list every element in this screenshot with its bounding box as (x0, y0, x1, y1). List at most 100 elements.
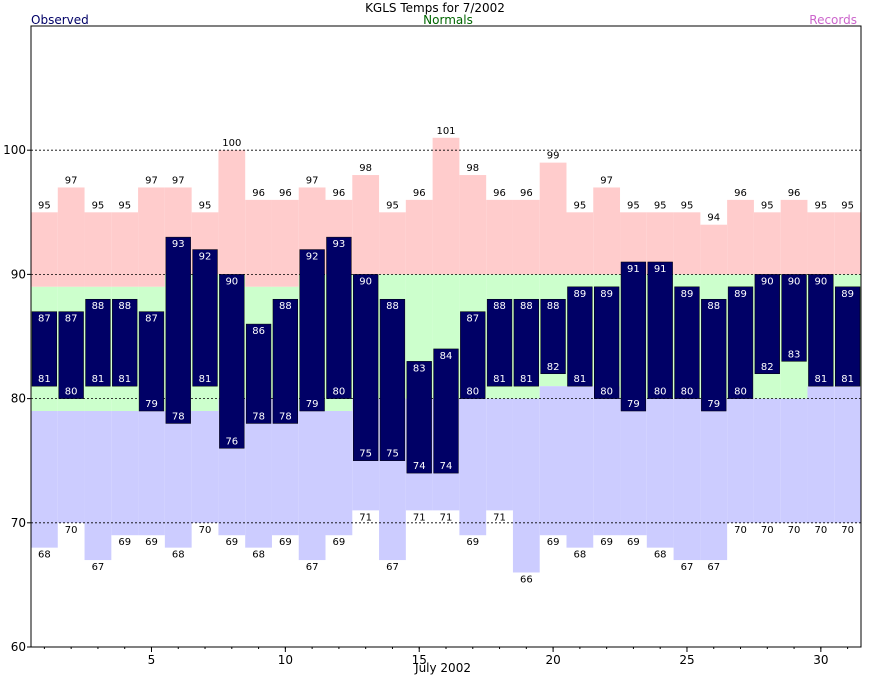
record-high-label: 95 (118, 200, 131, 211)
record-low-label: 71 (413, 512, 426, 523)
record-high-band (111, 212, 139, 287)
observed-bar (272, 298, 298, 424)
record-low-label: 69 (333, 537, 346, 548)
record-high-label: 96 (788, 188, 801, 199)
observed-low-label: 80 (654, 387, 667, 398)
record-low-band (486, 398, 513, 511)
observed-low-label: 81 (520, 374, 533, 385)
y-tick-label: 90 (11, 267, 26, 281)
record-low-label: 67 (306, 562, 319, 573)
record-low-label: 68 (172, 550, 185, 561)
observed-bar (834, 286, 861, 387)
record-low-label: 68 (574, 550, 587, 561)
observed-bar (486, 298, 513, 387)
observed-bar (701, 298, 727, 412)
observed-high-label: 88 (386, 301, 399, 312)
record-low-band (566, 386, 594, 548)
data-labels: 87 81 95 68 87 80 97 70 88 81 95 67 88 81 95 69 87 79 97 69… (38, 126, 854, 586)
record-low-label: 71 (440, 512, 453, 523)
y-tick-label: 60 (11, 640, 26, 654)
record-low-band (298, 411, 326, 561)
record-low-band (646, 398, 674, 548)
record-high-label: 101 (436, 126, 455, 137)
record-low-band (727, 398, 754, 523)
x-axis-label: July 2002 (414, 661, 471, 675)
x-tick-label: 15 (412, 653, 427, 667)
observed-bar (674, 286, 700, 399)
observed-low-label: 81 (118, 374, 131, 385)
observed-high-label: 92 (199, 252, 212, 263)
observed-low-label: 81 (199, 374, 212, 385)
observed-high-label: 90 (788, 276, 801, 287)
observed-high-label: 88 (118, 301, 131, 312)
observed-high-label: 87 (65, 314, 78, 325)
record-low-label: 68 (252, 550, 265, 561)
observed-high-label: 91 (627, 264, 640, 275)
x-tick-label: 20 (545, 653, 560, 667)
observed-high-label: 90 (761, 276, 774, 287)
observed-bar (594, 286, 620, 399)
record-low-band (700, 398, 728, 561)
record-low-label: 70 (199, 525, 212, 536)
observed-high-label: 92 (306, 252, 319, 263)
record-low-label: 69 (225, 537, 238, 548)
record-low-band (673, 398, 701, 561)
record-high-band (271, 199, 299, 287)
record-high-label: 97 (172, 175, 185, 186)
record-low-band (57, 411, 85, 523)
observed-high-label: 87 (145, 314, 158, 325)
record-high-band (700, 224, 728, 275)
record-high-label: 96 (413, 188, 426, 199)
observed-bar (433, 348, 459, 474)
record-high-band (727, 199, 754, 275)
record-low-band (84, 411, 112, 561)
record-low-band (31, 411, 58, 548)
record-high-label: 95 (814, 200, 827, 211)
record-high-label: 96 (279, 188, 292, 199)
observed-low-label: 79 (145, 399, 158, 410)
record-high-band (807, 212, 835, 275)
observed-high-label: 87 (466, 314, 479, 325)
record-high-label: 97 (65, 175, 78, 186)
record-low-label: 66 (520, 574, 533, 585)
record-high-label: 95 (574, 200, 587, 211)
record-low-label: 67 (92, 562, 105, 573)
record-low-band (753, 398, 781, 523)
record-high-label: 97 (600, 175, 613, 186)
record-low-label: 69 (145, 537, 158, 548)
record-low-band (138, 411, 165, 536)
record-high-band (352, 175, 380, 275)
observed-low-label: 79 (707, 399, 720, 410)
record-high-label: 95 (627, 200, 640, 211)
observed-high-label: 84 (440, 351, 453, 362)
observed-bar (245, 323, 272, 424)
observed-bar (727, 286, 754, 399)
record-low-band (191, 411, 219, 523)
observed-low-label: 75 (386, 449, 399, 460)
observed-low-label: 80 (681, 387, 694, 398)
observed-bar (754, 274, 780, 375)
observed-bar (299, 249, 325, 412)
y-tick-label: 100 (3, 143, 26, 157)
record-high-band (834, 212, 861, 275)
x-tick-label: 25 (679, 653, 694, 667)
observed-bars (31, 236, 861, 474)
record-high-label: 95 (92, 200, 105, 211)
observed-bar (326, 236, 352, 399)
observed-bar (58, 311, 84, 399)
observed-low-label: 81 (92, 374, 105, 385)
observed-low-label: 82 (547, 362, 560, 373)
observed-bar (379, 298, 406, 461)
x-tick-label: 10 (278, 653, 293, 667)
observed-low-label: 79 (306, 399, 319, 410)
record-high-label: 96 (333, 188, 346, 199)
observed-bar (31, 311, 58, 387)
legend-normals: Normals (423, 13, 473, 27)
record-high-label: 99 (547, 151, 560, 162)
record-high-label: 97 (145, 175, 158, 186)
observed-low-label: 79 (627, 399, 640, 410)
record-high-label: 98 (359, 163, 372, 174)
record-low-label: 70 (734, 525, 747, 536)
observed-bar (165, 236, 191, 424)
